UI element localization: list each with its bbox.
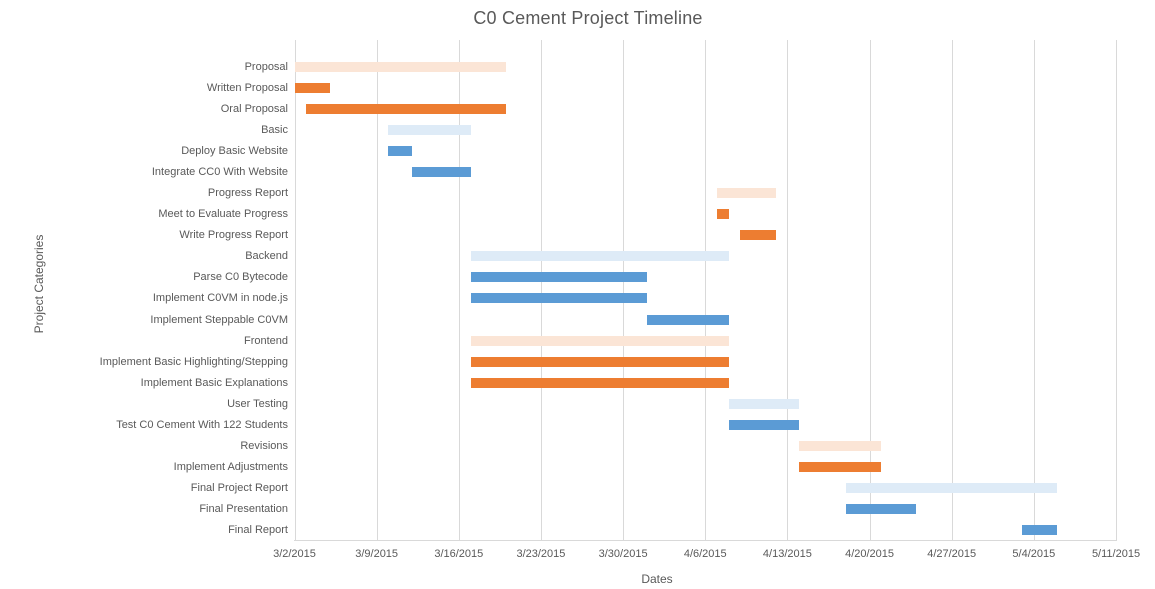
gantt-bar-summary bbox=[799, 440, 882, 451]
category-label: Frontend bbox=[243, 334, 288, 347]
category-label: Backend bbox=[245, 250, 288, 263]
category-label: Deploy Basic Website bbox=[181, 144, 288, 157]
gantt-bar-summary bbox=[728, 398, 800, 409]
gantt-bar-task bbox=[470, 293, 647, 304]
date-tick-label: 3/23/2015 bbox=[516, 548, 566, 560]
gridline bbox=[294, 40, 296, 540]
gantt-bar-summary bbox=[294, 61, 506, 72]
gantt-bar-task bbox=[799, 462, 882, 473]
date-tick-label: 3/16/2015 bbox=[434, 548, 484, 560]
gantt-bar-task bbox=[388, 145, 412, 156]
gridline bbox=[540, 40, 542, 540]
category-label: Written Proposal bbox=[206, 81, 288, 94]
gridline bbox=[376, 40, 378, 540]
category-label: Revisions bbox=[240, 439, 288, 452]
gantt-bar-task bbox=[740, 230, 776, 241]
date-tick-label: 4/20/2015 bbox=[845, 548, 895, 560]
gantt-bar-summary bbox=[470, 335, 729, 346]
gantt-bar-summary bbox=[388, 124, 471, 135]
category-label: Implement Basic Highlighting/Stepping bbox=[99, 355, 288, 368]
gridline bbox=[705, 40, 707, 540]
date-tick-label: 5/11/2015 bbox=[1091, 548, 1141, 560]
gantt-bar-task bbox=[294, 82, 330, 93]
category-label: Implement Steppable C0VM bbox=[150, 313, 288, 326]
gridline bbox=[951, 40, 953, 540]
category-label: Basic bbox=[261, 123, 288, 136]
category-label: Parse C0 Bytecode bbox=[193, 271, 288, 284]
gantt-bar-task bbox=[306, 103, 506, 114]
gridline bbox=[869, 40, 871, 540]
gantt-bar-task bbox=[716, 209, 729, 220]
gridline bbox=[623, 40, 625, 540]
category-label: Meet to Evaluate Progress bbox=[158, 208, 288, 221]
gantt-bar-task bbox=[728, 419, 800, 430]
category-label: Final Report bbox=[228, 524, 288, 537]
date-tick-label: 3/9/2015 bbox=[355, 548, 399, 560]
gantt-bar-task bbox=[470, 377, 729, 388]
category-label: User Testing bbox=[227, 397, 288, 410]
category-label: Integrate CC0 With Website bbox=[151, 166, 288, 179]
gridline bbox=[458, 40, 460, 540]
date-tick-label: 3/30/2015 bbox=[598, 548, 648, 560]
gantt-bar-summary bbox=[470, 251, 729, 262]
category-label: Progress Report bbox=[207, 187, 288, 200]
gantt-bar-task bbox=[1022, 525, 1058, 536]
gantt-bar-summary bbox=[716, 188, 776, 199]
category-label: Implement C0VM in node.js bbox=[152, 292, 288, 305]
gantt-bar-task bbox=[646, 314, 729, 325]
y-axis-title: Project Categories bbox=[32, 234, 46, 334]
gantt-bar-summary bbox=[846, 483, 1058, 494]
category-label: Oral Proposal bbox=[220, 102, 288, 115]
category-label: Test C0 Cement With 122 Students bbox=[116, 418, 288, 431]
gantt-bar-task bbox=[470, 272, 647, 283]
gridline bbox=[1116, 40, 1117, 540]
gridline bbox=[1033, 40, 1035, 540]
category-label: Proposal bbox=[244, 60, 288, 73]
date-tick-label: 4/27/2015 bbox=[927, 548, 977, 560]
category-label: Final Presentation bbox=[199, 503, 288, 516]
date-tick-label: 5/4/2015 bbox=[1012, 548, 1056, 560]
category-label: Write Progress Report bbox=[179, 229, 288, 242]
gantt-bar-task bbox=[470, 356, 729, 367]
x-axis-line bbox=[294, 540, 1117, 541]
gantt-bar-task bbox=[411, 167, 471, 178]
category-label: Implement Adjustments bbox=[173, 461, 288, 474]
gridline bbox=[787, 40, 789, 540]
date-tick-label: 4/6/2015 bbox=[683, 548, 727, 560]
category-label: Final Project Report bbox=[190, 482, 288, 495]
chart-title: C0 Cement Project Timeline bbox=[473, 8, 703, 28]
x-axis-title: Dates bbox=[641, 572, 673, 586]
gantt-bar-task bbox=[846, 504, 917, 515]
category-label: Implement Basic Explanations bbox=[140, 376, 288, 389]
date-tick-label: 3/2/2015 bbox=[273, 548, 316, 560]
date-tick-label: 4/13/2015 bbox=[762, 548, 812, 560]
